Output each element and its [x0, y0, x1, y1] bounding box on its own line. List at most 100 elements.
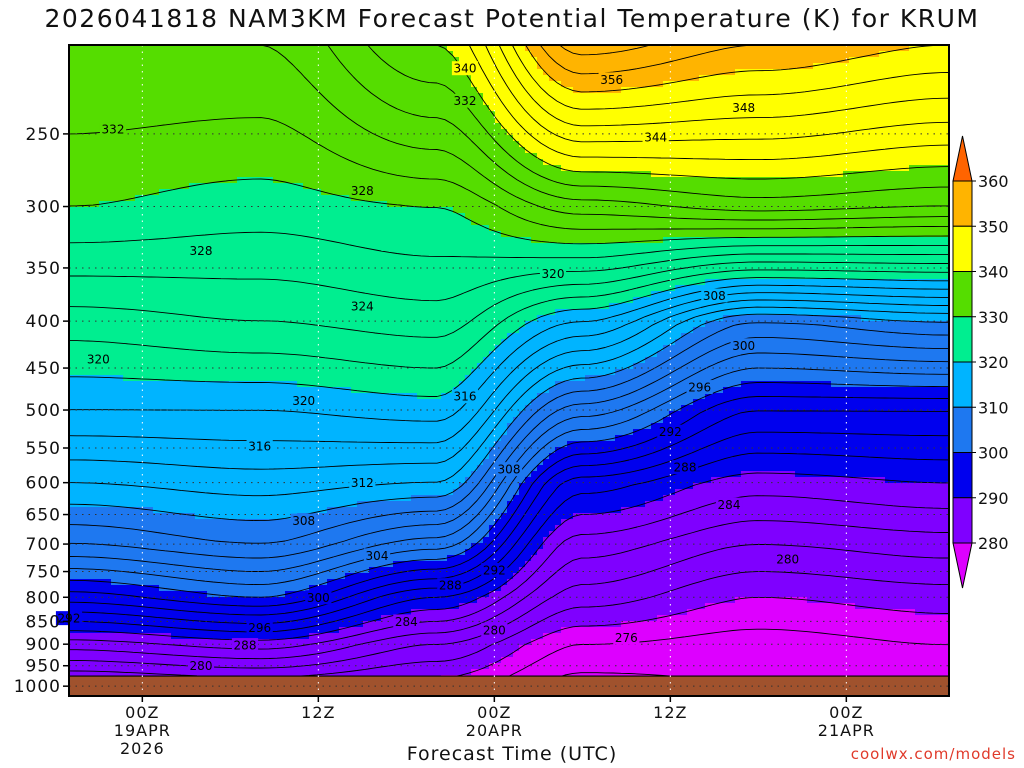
theta-fill-cell [225, 435, 232, 442]
theta-fill-cell [165, 417, 172, 424]
theta-fill-cell [81, 303, 88, 310]
theta-fill-cell [219, 585, 226, 592]
theta-fill-cell [135, 309, 142, 316]
theta-fill-cell [291, 51, 298, 58]
theta-fill-cell [165, 543, 172, 550]
theta-fill-cell [171, 609, 178, 616]
theta-fill-cell [255, 417, 262, 424]
theta-fill-cell [219, 75, 226, 82]
theta-fill-cell [87, 585, 94, 592]
theta-fill-cell [105, 561, 112, 568]
theta-fill-cell [267, 339, 274, 346]
theta-fill-cell [69, 99, 76, 106]
theta-fill-cell [171, 465, 178, 472]
theta-fill-cell [339, 99, 346, 106]
theta-fill-cell [249, 75, 256, 82]
theta-fill-cell [159, 285, 166, 292]
theta-fill-cell [285, 663, 292, 670]
theta-fill-cell [99, 57, 106, 64]
theta-fill-cell [201, 297, 208, 304]
theta-fill-cell [165, 471, 172, 478]
theta-fill-cell [99, 171, 106, 178]
theta-fill-cell [147, 129, 154, 136]
theta-fill-cell [129, 549, 136, 556]
theta-fill-cell [105, 525, 112, 532]
theta-fill-cell [225, 423, 232, 430]
theta-fill-cell [273, 87, 280, 94]
theta-fill-cell [153, 81, 160, 88]
theta-fill-cell [81, 261, 88, 268]
theta-fill-cell [201, 591, 208, 598]
theta-fill-cell [135, 357, 142, 364]
theta-fill-cell [207, 69, 214, 76]
theta-fill-cell [177, 195, 184, 202]
theta-fill-cell [303, 477, 310, 484]
theta-fill-cell [339, 123, 346, 130]
theta-fill-cell [213, 165, 220, 172]
theta-fill-cell [147, 579, 154, 586]
theta-fill-cell [237, 63, 244, 70]
theta-fill-cell [159, 561, 166, 568]
theta-fill-cell [75, 531, 82, 538]
theta-fill-cell [87, 279, 94, 286]
theta-fill-cell [189, 363, 196, 370]
theta-fill-cell [141, 411, 148, 418]
theta-fill-cell [141, 81, 148, 88]
theta-fill-cell [183, 123, 190, 130]
theta-fill-cell [123, 579, 130, 586]
theta-fill-cell [189, 633, 196, 640]
theta-fill-cell [165, 441, 172, 448]
theta-fill-cell [333, 219, 340, 226]
theta-fill-cell [213, 303, 220, 310]
theta-fill-cell [201, 519, 208, 526]
theta-fill-cell [285, 273, 292, 280]
theta-fill-cell [87, 171, 94, 178]
theta-fill-cell [153, 135, 160, 142]
credit-link[interactable]: coolwx.com/models [850, 745, 1016, 763]
theta-fill-cell [225, 357, 232, 364]
theta-fill-cell [273, 393, 280, 400]
theta-fill-cell [303, 261, 310, 268]
theta-fill-cell [285, 513, 292, 520]
theta-fill-cell [135, 393, 142, 400]
theta-fill-cell [129, 159, 136, 166]
theta-fill-cell [303, 351, 310, 358]
theta-fill-cell [303, 327, 310, 334]
theta-fill-cell [297, 273, 304, 280]
theta-fill-cell [225, 111, 232, 118]
theta-fill-cell [165, 279, 172, 286]
theta-fill-cell [141, 633, 148, 640]
theta-fill-cell [213, 615, 220, 622]
theta-fill-cell [135, 135, 142, 142]
theta-fill-cell [135, 627, 142, 634]
theta-fill-cell [207, 255, 214, 262]
theta-fill-cell [219, 519, 226, 526]
theta-fill-cell [225, 255, 232, 262]
theta-fill-cell [339, 303, 346, 310]
theta-fill-cell [285, 111, 292, 118]
theta-fill-cell [183, 615, 190, 622]
theta-fill-cell [243, 213, 250, 220]
theta-fill-cell [321, 525, 328, 532]
theta-fill-cell [201, 195, 208, 202]
theta-fill-cell [123, 501, 130, 508]
theta-fill-cell [309, 639, 316, 646]
theta-fill-cell [117, 579, 124, 586]
theta-fill-cell [285, 255, 292, 262]
theta-fill-cell [159, 291, 166, 298]
theta-fill-cell [273, 417, 280, 424]
theta-fill-cell [261, 477, 268, 484]
theta-fill-cell [123, 537, 130, 544]
theta-fill-cell [171, 309, 178, 316]
theta-fill-cell [321, 615, 328, 622]
theta-fill-cell [135, 243, 142, 250]
theta-fill-cell [81, 567, 88, 574]
theta-fill-cell [333, 69, 340, 76]
theta-fill-cell [183, 57, 190, 64]
theta-fill-cell [297, 237, 304, 244]
theta-fill-cell [243, 255, 250, 262]
theta-fill-cell [243, 507, 250, 514]
theta-fill-cell [99, 537, 106, 544]
theta-fill-cell [267, 603, 274, 610]
theta-fill-cell [333, 303, 340, 310]
